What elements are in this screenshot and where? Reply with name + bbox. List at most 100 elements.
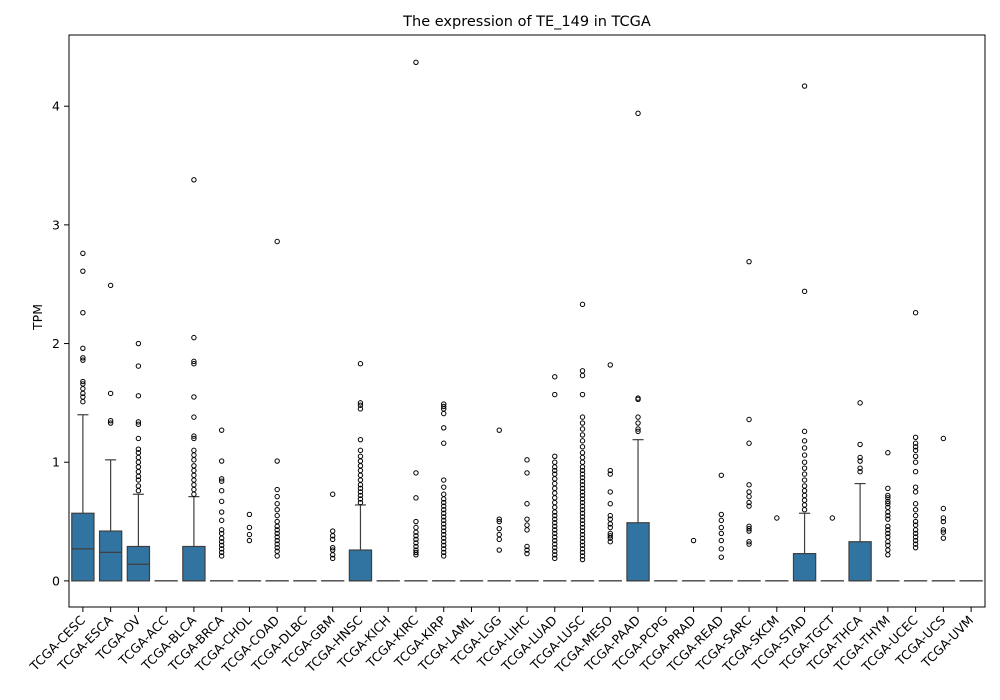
outlier-point [191, 452, 197, 458]
outlier-point [607, 362, 613, 368]
outlier-point [191, 177, 197, 183]
outlier-point [801, 288, 808, 295]
outlier-point [80, 378, 86, 385]
box-body [71, 512, 95, 582]
box-body [182, 545, 206, 582]
outlier-point [718, 517, 725, 524]
outlier-point [357, 406, 364, 412]
outlier-point [357, 492, 364, 499]
outlier-point [441, 539, 447, 545]
outlier-point [413, 59, 419, 65]
outlier-point [329, 491, 336, 497]
outlier-point [413, 495, 419, 501]
box-tcga-lihc [515, 457, 539, 582]
outlier-point [191, 477, 197, 483]
outlier-point [218, 458, 225, 464]
outlier-point [80, 268, 86, 274]
outlier-point [524, 547, 530, 553]
outlier-point [413, 518, 419, 525]
outlier-point [746, 258, 752, 265]
outlier-point [357, 436, 364, 443]
outlier-point [135, 421, 142, 427]
outlier-point [912, 501, 919, 507]
outlier-point [441, 542, 447, 548]
outlier-point [524, 522, 530, 528]
outlier-point [274, 506, 280, 513]
outlier-point [579, 521, 586, 527]
outlier-point [885, 523, 891, 530]
outlier-point [191, 433, 197, 439]
outlier-point [885, 552, 891, 558]
outlier-point [579, 474, 586, 481]
outlier-point [801, 428, 808, 435]
outlier-point [80, 381, 86, 387]
box-body [348, 549, 373, 582]
outlier-point [357, 361, 364, 367]
box-tcga-read [709, 472, 734, 582]
box-tcga-kirp [432, 401, 456, 582]
outlier-point [552, 495, 558, 501]
outlier-point [857, 469, 863, 475]
outlier-point [274, 512, 280, 519]
outlier-point [552, 485, 558, 492]
outlier-point [329, 555, 336, 562]
outlier-point [441, 506, 447, 513]
outlier-point [218, 498, 225, 505]
outlier-point [496, 531, 502, 538]
outlier-point [274, 553, 280, 559]
outlier-point [635, 395, 641, 401]
outlier-point [912, 512, 919, 519]
outlier-point [912, 506, 919, 513]
outlier-point [579, 454, 586, 461]
outlier-point [274, 458, 280, 464]
outlier-point [552, 471, 558, 477]
outlier-point [579, 531, 586, 538]
outlier-point [135, 446, 142, 452]
box-tcga-coad [265, 238, 289, 582]
outlier-point [552, 459, 558, 465]
outlier-point [774, 515, 780, 521]
outlier-point [940, 518, 947, 525]
outlier-point [218, 542, 225, 548]
outlier-point [885, 534, 891, 540]
outlier-point [191, 491, 197, 497]
outlier-point [885, 504, 891, 511]
box-tcga-esca [98, 282, 123, 582]
outlier-point [329, 536, 336, 543]
outlier-point [218, 517, 225, 524]
outlier-point [524, 516, 530, 522]
box-tcga-ucs [931, 435, 956, 582]
outlier-point [857, 454, 863, 461]
outlier-point [357, 458, 364, 464]
outlier-point [552, 467, 558, 474]
outlier-point [912, 534, 919, 540]
outlier-point [413, 540, 419, 546]
box-tcga-thca [848, 400, 872, 582]
outlier-point [135, 435, 142, 442]
box-tcga-meso [598, 362, 622, 582]
outlier-point [579, 450, 586, 456]
outlier-point [718, 511, 725, 518]
outlier-point [80, 355, 86, 361]
outlier-point [885, 492, 891, 499]
outlier-point [552, 548, 558, 554]
outlier-point [552, 534, 558, 540]
outlier-point [191, 463, 197, 469]
outlier-point [107, 420, 114, 426]
outlier-point [746, 523, 752, 530]
outlier-point [912, 522, 919, 528]
outlier-point [413, 536, 419, 543]
outlier-point [191, 472, 197, 478]
outlier-point [80, 385, 86, 392]
outlier-point [579, 368, 586, 374]
outlier-point [218, 476, 225, 482]
outlier-point [579, 414, 586, 420]
outlier-point [579, 471, 586, 477]
outlier-point [579, 372, 586, 379]
outlier-point [940, 505, 947, 512]
outlier-point [274, 527, 280, 533]
outlier-point [607, 489, 613, 495]
outlier-point [579, 524, 586, 531]
outlier-point [579, 499, 586, 506]
outlier-point [135, 363, 142, 369]
